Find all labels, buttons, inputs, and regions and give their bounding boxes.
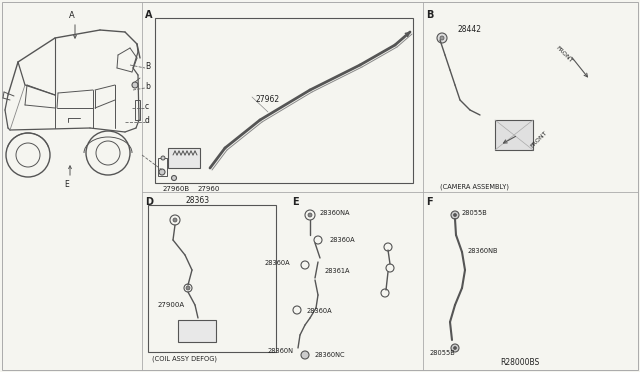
Bar <box>178 320 216 342</box>
Text: 28442: 28442 <box>458 25 482 34</box>
Circle shape <box>308 213 312 217</box>
Circle shape <box>301 351 309 359</box>
Text: B: B <box>145 61 150 71</box>
Text: 28360A: 28360A <box>265 260 291 266</box>
Circle shape <box>454 346 456 350</box>
Text: 28360NB: 28360NB <box>468 248 499 254</box>
Circle shape <box>451 344 459 352</box>
Bar <box>158 158 167 176</box>
Circle shape <box>186 286 190 290</box>
Text: D: D <box>145 197 153 207</box>
Circle shape <box>161 156 165 160</box>
Text: (CAMERA ASSEMBLY): (CAMERA ASSEMBLY) <box>440 183 509 189</box>
Text: 28363: 28363 <box>185 196 209 205</box>
Text: FRONT: FRONT <box>554 45 573 64</box>
Text: 27960B: 27960B <box>163 186 190 192</box>
Circle shape <box>454 214 456 217</box>
Text: 28360A: 28360A <box>307 308 333 314</box>
Text: b: b <box>145 81 150 90</box>
Text: (COIL ASSY DEFOG): (COIL ASSY DEFOG) <box>152 356 217 362</box>
Circle shape <box>132 82 138 88</box>
Circle shape <box>159 169 165 175</box>
Text: 28055B: 28055B <box>462 210 488 216</box>
Bar <box>148 205 276 352</box>
Circle shape <box>172 176 177 180</box>
Text: 28360NA: 28360NA <box>320 210 351 216</box>
Text: F: F <box>426 197 433 207</box>
Text: 28360A: 28360A <box>330 237 356 243</box>
Text: R28000BS: R28000BS <box>500 358 540 367</box>
Text: c: c <box>145 102 149 110</box>
Circle shape <box>437 33 447 43</box>
Bar <box>495 120 533 150</box>
Text: A: A <box>145 10 152 20</box>
Text: 28055B: 28055B <box>430 350 456 356</box>
Text: E: E <box>292 197 299 207</box>
Text: 28360NC: 28360NC <box>315 352 346 358</box>
Circle shape <box>440 36 444 40</box>
Text: E: E <box>65 180 69 189</box>
Bar <box>135 100 140 120</box>
Text: 28360N: 28360N <box>268 348 294 354</box>
Text: FRONT: FRONT <box>530 130 548 148</box>
Text: A: A <box>69 11 75 20</box>
Bar <box>168 148 200 168</box>
Text: 27960: 27960 <box>198 186 220 192</box>
Text: B: B <box>426 10 433 20</box>
Text: 27962: 27962 <box>255 95 279 104</box>
Text: 27900A: 27900A <box>158 302 185 308</box>
Text: 28361A: 28361A <box>325 268 351 274</box>
Circle shape <box>451 211 459 219</box>
Bar <box>155 18 413 183</box>
Circle shape <box>173 218 177 222</box>
Text: d: d <box>145 115 150 125</box>
